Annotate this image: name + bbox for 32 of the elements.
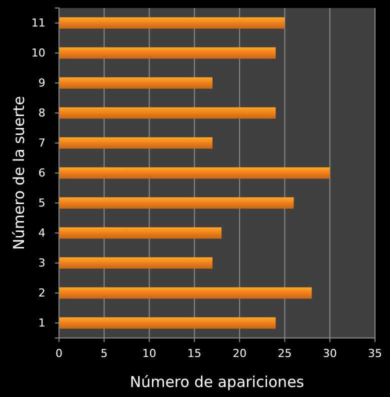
x-tick-label: 25: [278, 347, 292, 360]
y-tick-label: 7: [38, 136, 46, 150]
y-tick-label: 8: [38, 106, 46, 120]
bar: [59, 107, 276, 119]
bar: [59, 17, 285, 29]
x-axis-title: Número de apariciones: [130, 373, 304, 391]
y-tick-label: 11: [31, 16, 46, 30]
y-tick-label: 9: [38, 76, 46, 90]
y-tick-label: 10: [31, 46, 46, 60]
x-tick-label: 15: [187, 347, 202, 360]
bar: [59, 257, 212, 269]
bar: [59, 47, 276, 59]
y-tick-label: 2: [38, 286, 46, 300]
x-tick-label: 10: [142, 347, 156, 360]
y-tick-label: 5: [38, 196, 46, 210]
bar: [59, 167, 330, 179]
x-tick-label: 5: [100, 347, 108, 360]
bar: [59, 137, 212, 149]
y-tick-label: 1: [38, 316, 46, 330]
y-tick-label: 4: [38, 226, 46, 240]
y-tick-label: 3: [38, 256, 46, 270]
bar: [59, 77, 212, 89]
x-tick-label: 30: [322, 347, 337, 360]
x-tick-label: 35: [368, 347, 382, 360]
y-axis-title: Número de la suerte: [10, 96, 28, 250]
bar: [59, 287, 312, 299]
bar: [59, 197, 294, 209]
x-tick-label: 0: [56, 347, 62, 360]
y-tick-label: 6: [38, 166, 46, 180]
bar: [59, 317, 276, 329]
bar: [59, 227, 222, 239]
x-tick-label: 20: [232, 347, 247, 360]
